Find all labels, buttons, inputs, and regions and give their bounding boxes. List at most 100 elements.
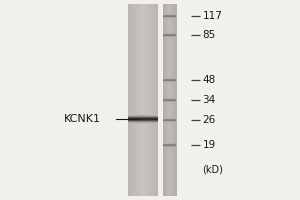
Bar <box>150 4 151 196</box>
Bar <box>163 101 176 102</box>
Bar <box>163 99 176 100</box>
Bar <box>128 118 158 119</box>
Bar <box>163 36 176 37</box>
Bar <box>138 4 139 196</box>
Bar <box>153 4 154 196</box>
Text: 19: 19 <box>202 140 216 150</box>
Bar <box>130 4 131 196</box>
Bar <box>163 81 176 82</box>
Bar <box>128 119 158 120</box>
Bar <box>175 4 176 196</box>
Bar <box>163 145 176 146</box>
Bar <box>163 119 176 120</box>
Bar <box>163 100 176 101</box>
Bar <box>146 4 147 196</box>
Bar <box>141 4 142 196</box>
Bar <box>131 4 132 196</box>
Bar <box>163 80 176 81</box>
Bar <box>163 34 176 35</box>
Bar <box>128 115 158 116</box>
Bar <box>165 4 166 196</box>
Bar <box>163 121 176 122</box>
Bar <box>163 4 164 196</box>
Bar <box>163 15 176 16</box>
Bar <box>163 100 176 101</box>
Bar <box>163 14 176 15</box>
Bar <box>128 123 158 124</box>
Bar <box>163 118 176 119</box>
Bar <box>149 4 150 196</box>
Bar <box>171 4 172 196</box>
Bar <box>128 120 158 121</box>
Text: 26: 26 <box>202 115 216 125</box>
Bar <box>128 117 158 118</box>
Bar <box>154 4 155 196</box>
Bar <box>163 16 176 17</box>
Bar <box>166 4 167 196</box>
Text: 117: 117 <box>202 11 222 21</box>
Bar <box>128 114 158 115</box>
Bar <box>163 118 176 119</box>
Bar <box>163 78 176 79</box>
Bar <box>163 15 176 16</box>
Bar <box>136 4 137 196</box>
Bar <box>134 4 135 196</box>
Bar <box>128 118 158 119</box>
Bar <box>170 4 171 196</box>
Bar <box>134 4 135 196</box>
Text: 34: 34 <box>202 95 216 105</box>
Bar <box>144 4 145 196</box>
Bar <box>163 4 164 196</box>
Bar <box>163 121 176 122</box>
Bar <box>163 16 176 17</box>
Bar <box>140 4 141 196</box>
Bar <box>163 145 176 146</box>
Bar <box>143 4 144 196</box>
Bar <box>163 14 176 15</box>
Bar <box>128 120 158 121</box>
Bar <box>172 4 173 196</box>
Text: (kD): (kD) <box>202 164 224 174</box>
Bar <box>163 78 176 79</box>
Bar <box>170 4 171 196</box>
Text: 48: 48 <box>202 75 216 85</box>
Bar <box>163 79 176 80</box>
Bar <box>143 4 144 196</box>
Text: KCNK1: KCNK1 <box>64 114 101 124</box>
Bar <box>140 4 141 196</box>
Bar <box>128 123 158 124</box>
Bar <box>169 4 170 196</box>
Bar <box>163 17 176 18</box>
Bar <box>135 4 136 196</box>
Bar <box>173 4 174 196</box>
Bar <box>128 122 158 123</box>
Bar <box>128 4 129 196</box>
Bar <box>128 119 158 120</box>
Bar <box>163 144 176 145</box>
Bar <box>149 4 150 196</box>
Bar <box>128 121 158 122</box>
Bar <box>152 4 153 196</box>
Bar <box>167 4 168 196</box>
Bar <box>145 4 146 196</box>
Bar <box>163 144 176 145</box>
Bar <box>128 116 158 117</box>
Bar <box>152 4 153 196</box>
Text: 85: 85 <box>202 30 216 40</box>
Bar <box>142 4 143 196</box>
Bar <box>128 115 158 116</box>
Bar <box>156 4 157 196</box>
Bar <box>163 146 176 147</box>
Bar <box>163 36 176 37</box>
Bar <box>146 4 147 196</box>
Bar <box>130 4 131 196</box>
Bar <box>169 4 170 196</box>
Bar <box>163 33 176 34</box>
Bar <box>163 143 176 144</box>
Bar <box>163 119 176 120</box>
Bar <box>151 4 152 196</box>
Bar <box>155 4 156 196</box>
Bar <box>163 33 176 34</box>
Bar <box>168 4 169 196</box>
Bar <box>128 117 158 118</box>
